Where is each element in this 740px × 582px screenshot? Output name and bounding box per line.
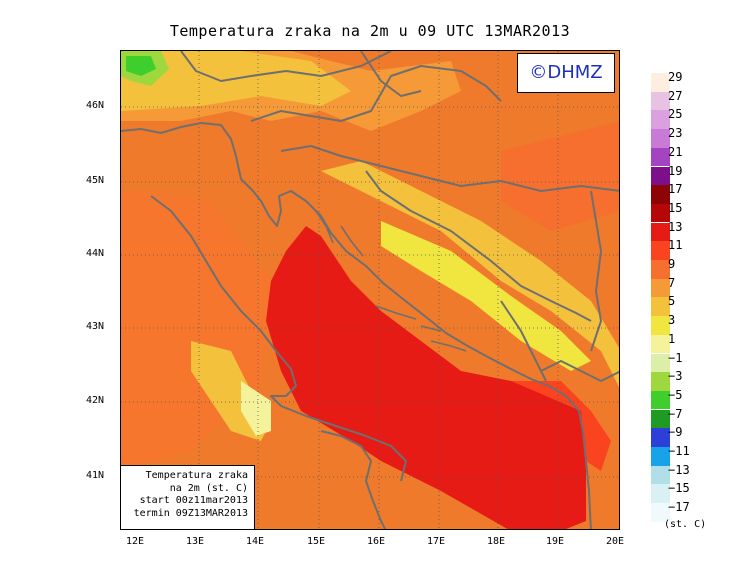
legend-swatch xyxy=(651,129,670,148)
lat-label: 42N xyxy=(86,395,105,406)
lat-label: 43N xyxy=(86,321,105,332)
zone-alps-colder xyxy=(126,56,156,76)
lon-label: 14E xyxy=(246,536,265,547)
lon-label: 13E xyxy=(186,536,205,547)
legend-swatch xyxy=(651,316,670,335)
legend-swatch xyxy=(651,203,670,223)
info-line-3: start 00z11mar2013 xyxy=(139,495,248,506)
legend-label: 11 xyxy=(668,238,683,253)
coastline xyxy=(121,122,592,529)
lon-label: 15E xyxy=(307,536,326,547)
lat-label: 44N xyxy=(86,248,105,259)
zone-sea-east-edge xyxy=(511,381,611,471)
legend-label: −5 xyxy=(668,387,683,402)
lon-label: 20E xyxy=(606,536,625,547)
legend-label: −13 xyxy=(668,462,690,477)
islands xyxy=(315,210,467,352)
legend-swatch xyxy=(651,241,670,260)
lon-label: 19E xyxy=(546,536,565,547)
legend-swatch xyxy=(651,353,670,373)
legend-swatch xyxy=(651,334,670,354)
lat-label: 41N xyxy=(86,470,105,481)
legend-label: 25 xyxy=(668,107,683,122)
legend-label: 27 xyxy=(668,88,683,103)
legend-label: −1 xyxy=(668,350,683,365)
lon-label: 18E xyxy=(487,536,506,547)
lat-label: 46N xyxy=(86,100,105,111)
zone-adriatic-sea xyxy=(266,226,586,529)
lat-lon-grid xyxy=(121,51,619,529)
legend-swatch xyxy=(651,260,670,279)
legend-label: −11 xyxy=(668,444,690,458)
legend-swatch xyxy=(651,73,670,92)
legend-label: −17 xyxy=(668,500,690,515)
zone-dinaric-yellow xyxy=(321,161,619,387)
legend-swatch xyxy=(651,447,670,466)
legend-swatch xyxy=(651,372,670,391)
legend-swatch xyxy=(651,503,670,522)
legend-swatch xyxy=(651,166,670,186)
legend-unit: (st. C) xyxy=(664,519,707,530)
zone-apennine-light xyxy=(241,381,271,436)
legend-swatch xyxy=(651,390,670,410)
legend-swatch xyxy=(651,91,670,111)
legend-label: 19 xyxy=(668,163,683,178)
legend-label: 17 xyxy=(668,182,683,197)
zone-dinaric-light xyxy=(381,221,591,371)
map-canvas xyxy=(121,51,619,529)
legend-label: 3 xyxy=(668,313,676,328)
legend-label: 13 xyxy=(668,219,683,234)
legend-swatch xyxy=(651,465,670,485)
legend-label: −3 xyxy=(668,369,683,384)
legend-swatch xyxy=(651,428,670,447)
info-line-4: termin 09Z13MAR2013 xyxy=(133,507,248,519)
legend-swatch xyxy=(651,297,670,316)
info-box: Temperatura zraka na 2m (st. C) start 00… xyxy=(120,465,255,530)
zone-east-orange xyxy=(501,121,619,231)
legend-swatch xyxy=(651,185,670,204)
info-line-2: na 2m (st. C) xyxy=(169,482,248,494)
borders xyxy=(180,51,619,382)
zone-alps-yellow xyxy=(121,51,351,111)
legend-label: −7 xyxy=(668,406,683,421)
legend-label: 21 xyxy=(668,144,683,159)
lon-label: 12E xyxy=(126,536,145,547)
legend-swatch xyxy=(651,222,670,242)
info-line-1: Temperatura zraka xyxy=(145,470,248,481)
dhmz-copyright-logo: ©DHMZ xyxy=(517,53,615,93)
legend-label: 29 xyxy=(668,70,683,84)
legend-label: 7 xyxy=(668,275,676,290)
lat-label: 45N xyxy=(86,175,105,186)
legend-swatch xyxy=(651,147,670,167)
map-title: Temperatura zraka na 2m u 09 UTC 13MAR20… xyxy=(169,22,571,40)
legend-label: −9 xyxy=(668,425,683,440)
legend-swatch xyxy=(651,409,670,429)
legend-swatch xyxy=(651,278,670,298)
lon-label: 17E xyxy=(427,536,446,547)
legend-label: 15 xyxy=(668,200,683,215)
temperature-map xyxy=(120,50,620,530)
legend-label: 23 xyxy=(668,126,683,141)
legend-swatch xyxy=(651,110,670,129)
lon-label: 16E xyxy=(367,536,386,547)
legend-label: 5 xyxy=(668,294,676,309)
legend-swatch xyxy=(651,484,670,503)
legend-label: 1 xyxy=(668,331,676,346)
legend-label: −15 xyxy=(668,481,690,496)
legend-label: 9 xyxy=(668,257,676,271)
